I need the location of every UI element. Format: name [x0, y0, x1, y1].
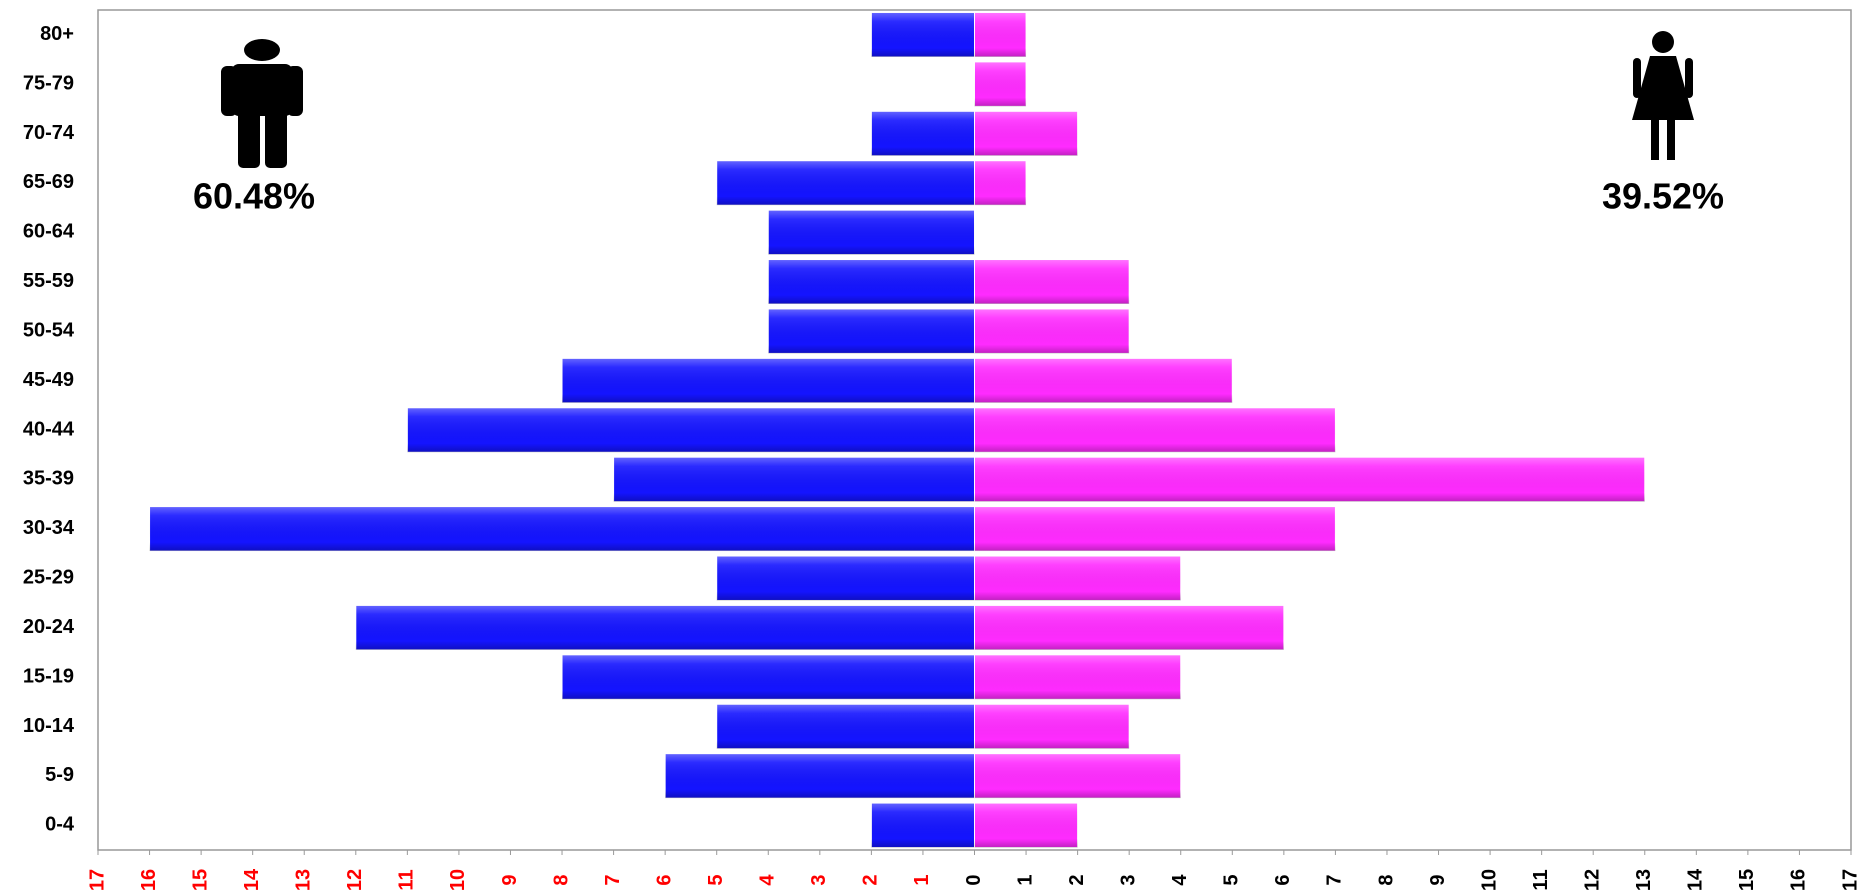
y-tick-label: 20-24 [23, 616, 75, 638]
x-tick-label: 4 [757, 874, 779, 886]
x-tick-label: 2 [860, 874, 882, 885]
x-tick-label: 10 [1478, 869, 1500, 891]
x-tick-label: 14 [241, 868, 263, 891]
bar [974, 160, 1027, 206]
x-tick-label: 16 [138, 869, 160, 891]
x-tick-label: 10 [447, 869, 469, 891]
bar [974, 259, 1130, 305]
x-tick-label: 9 [499, 874, 521, 885]
female-icon [1632, 31, 1694, 160]
x-tick-label: 7 [602, 874, 624, 885]
bar [974, 506, 1336, 552]
bar [355, 604, 975, 651]
y-tick-label: 40-44 [23, 418, 75, 440]
x-tick-label: 5 [1221, 874, 1243, 885]
x-tick-label: 6 [653, 874, 675, 885]
y-tick-label: 10-14 [23, 715, 75, 737]
x-tick-label: 17 [86, 869, 108, 891]
x-tick-label: 0 [963, 874, 985, 885]
x-tick-label: 3 [808, 874, 830, 885]
x-tick-label: 9 [1427, 874, 1449, 885]
bar [406, 407, 975, 453]
x-tick-label: 1 [911, 874, 933, 885]
x-tick-label: 6 [1272, 874, 1294, 885]
male-icon [221, 39, 303, 168]
bar [870, 11, 975, 58]
bar [974, 753, 1182, 799]
x-tick-label: 7 [1324, 874, 1346, 885]
y-tick-label: 30-34 [23, 517, 75, 539]
x-tick-label: 11 [1530, 869, 1552, 890]
bar [974, 456, 1646, 503]
y-tick-label: 75-79 [23, 72, 74, 94]
bar [561, 357, 975, 404]
bar [716, 555, 975, 601]
x-tick-label: 12 [1581, 869, 1603, 891]
x-tick-label: 17 [1839, 869, 1861, 891]
bar [974, 357, 1233, 404]
y-tick-label: 60-64 [23, 221, 75, 243]
y-tick-label: 50-54 [23, 319, 75, 341]
bar [974, 802, 1079, 849]
x-tick-label: 11 [396, 869, 418, 890]
bar [870, 110, 975, 157]
bar [664, 753, 975, 799]
x-tick-label: 3 [1117, 874, 1139, 885]
x-tick-label: 13 [1633, 869, 1655, 891]
bar [974, 703, 1130, 750]
y-tick-label: 55-59 [23, 270, 74, 292]
bar [870, 802, 975, 849]
y-tick-label: 25-29 [23, 567, 74, 589]
bar [974, 308, 1130, 354]
x-tick-label: 13 [293, 869, 315, 891]
bar [974, 11, 1027, 58]
y-tick-label: 35-39 [23, 468, 74, 490]
bar [767, 209, 975, 256]
bar [767, 259, 975, 305]
y-tick-label: 80+ [40, 23, 74, 45]
x-tick-label: 15 [1736, 869, 1758, 891]
y-tick-label: 70-74 [23, 122, 75, 144]
bar [561, 654, 975, 700]
x-tick-label: 12 [344, 869, 366, 891]
bar [149, 506, 975, 552]
bar [613, 456, 976, 503]
bar [974, 110, 1079, 157]
bar [974, 604, 1285, 651]
bar [974, 555, 1182, 601]
bar [716, 160, 975, 206]
x-tick-label: 16 [1788, 869, 1810, 891]
x-tick-label: 4 [1169, 874, 1191, 886]
x-tick-label: 1 [1014, 874, 1036, 885]
bar [974, 654, 1182, 700]
bar [767, 308, 975, 354]
x-tick-label: 15 [189, 869, 211, 891]
bar [716, 703, 975, 750]
female-share: 39.52% [1602, 176, 1724, 217]
y-tick-label: 65-69 [23, 171, 74, 193]
y-tick-label: 45-49 [23, 369, 74, 391]
x-tick-label: 14 [1685, 868, 1707, 891]
bar [974, 407, 1336, 453]
male-share: 60.48% [193, 176, 315, 217]
x-tick-label: 8 [1375, 874, 1397, 885]
y-tick-label: 15-19 [23, 665, 74, 687]
y-tick-label: 0-4 [45, 814, 75, 836]
y-tick-label: 5-9 [45, 764, 74, 786]
x-tick-label: 5 [705, 874, 727, 885]
bar [974, 61, 1027, 107]
x-tick-label: 2 [1066, 874, 1088, 885]
x-tick-label: 8 [550, 874, 572, 885]
